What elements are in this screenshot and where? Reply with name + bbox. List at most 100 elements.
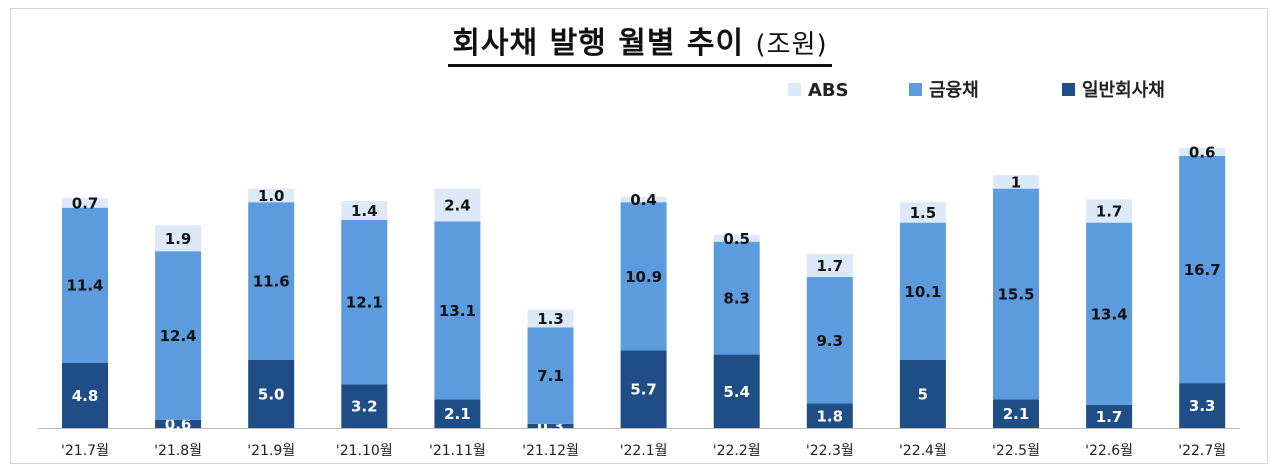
bar-abs-10	[993, 175, 1039, 189]
chart-unit: (조원)	[755, 30, 828, 60]
data-label-abs-11: 1.7	[1096, 203, 1123, 221]
x-tick-label-3: '21.10월	[336, 443, 393, 459]
bar-financial-4	[434, 221, 481, 400]
data-label-corporate-3: 3.2	[351, 398, 378, 416]
data-label-financial-1: 12.4	[160, 327, 197, 345]
x-tick-label-8: '22.3월	[806, 443, 854, 459]
x-tick-label-2: '21.9월	[247, 443, 295, 459]
data-label-abs-7: 0.5	[723, 230, 750, 248]
x-tick-label-1: '21.8월	[154, 443, 202, 459]
data-label-corporate-6: 5.7	[630, 381, 657, 399]
bar-abs-1	[155, 225, 202, 252]
bar-abs-7	[713, 234, 760, 242]
data-label-abs-12: 0.6	[1189, 143, 1216, 161]
bar-corporate-2	[248, 360, 295, 428]
bar-corporate-5	[527, 423, 574, 428]
bar-corporate-9	[899, 360, 946, 428]
bar-abs-4	[434, 188, 481, 222]
bar-abs-6	[620, 196, 667, 203]
data-label-abs-6: 0.4	[630, 191, 657, 209]
bar-corporate-4	[434, 399, 481, 428]
data-label-financial-11: 13.4	[1091, 305, 1128, 323]
data-label-abs-0: 0.7	[72, 194, 99, 212]
legend-label-2: 일반회사채	[1082, 80, 1165, 101]
x-tick-label-12: '22.7월	[1178, 443, 1226, 459]
data-label-corporate-10: 2.1	[1003, 405, 1030, 423]
x-tick-label-9: '22.4월	[899, 443, 947, 459]
bar-financial-0	[62, 207, 108, 363]
x-tick-label-4: '21.11월	[429, 443, 486, 459]
x-tick-label-11: '22.6월	[1085, 443, 1133, 459]
data-label-corporate-1: 0.6	[165, 415, 192, 433]
bar-abs-5	[527, 309, 574, 328]
bar-financial-7	[713, 241, 760, 355]
chart-title-wrap: 회사채 발행 월별 추이 (조원)	[0, 18, 1280, 67]
data-label-abs-4: 2.4	[444, 196, 471, 214]
legend-swatch-1	[909, 83, 922, 96]
data-label-corporate-4: 2.1	[444, 405, 471, 423]
bar-financial-1	[155, 251, 202, 420]
data-label-financial-2: 11.6	[253, 273, 290, 291]
data-label-abs-2: 1.0	[258, 187, 285, 205]
data-label-financial-8: 9.3	[817, 332, 844, 350]
bar-corporate-1	[155, 419, 202, 428]
data-label-financial-7: 8.3	[723, 290, 750, 308]
data-label-abs-9: 1.5	[910, 204, 937, 222]
data-label-abs-5: 1.3	[537, 310, 564, 328]
legend-label-0: ABS	[808, 80, 849, 101]
data-label-financial-0: 11.4	[66, 277, 103, 295]
x-tick-label-6: '22.1월	[620, 443, 668, 459]
bar-financial-10	[993, 188, 1039, 400]
bar-corporate-3	[341, 384, 388, 428]
bar-corporate-12	[1179, 383, 1226, 428]
x-tick-label-10: '22.5월	[992, 443, 1040, 459]
data-label-corporate-0: 4.8	[72, 387, 99, 405]
bar-corporate-11	[1086, 404, 1133, 428]
bar-financial-9	[899, 222, 946, 360]
bar-abs-0	[62, 198, 108, 208]
legend-swatch-0	[788, 83, 801, 96]
data-label-abs-10: 1	[1011, 173, 1021, 191]
x-tick-label-0: '21.7월	[61, 443, 109, 459]
data-label-abs-1: 1.9	[165, 230, 192, 248]
data-label-corporate-9: 5	[918, 386, 928, 404]
chart-title: 회사채 발행 월별 추이 (조원)	[448, 18, 832, 67]
x-tick-label-5: '21.12월	[522, 443, 579, 459]
data-label-corporate-8: 1.8	[817, 407, 844, 425]
data-label-financial-5: 7.1	[537, 367, 564, 385]
legend-label-1: 금융채	[929, 80, 979, 101]
data-label-financial-6: 10.9	[625, 268, 662, 286]
bar-corporate-10	[993, 399, 1039, 428]
data-label-financial-9: 10.1	[904, 283, 941, 301]
data-label-financial-10: 15.5	[997, 286, 1034, 304]
data-label-abs-3: 1.4	[351, 202, 378, 220]
data-label-corporate-12: 3.3	[1189, 397, 1216, 415]
data-label-financial-4: 13.1	[439, 302, 476, 320]
bar-abs-2	[248, 188, 295, 203]
bar-abs-12	[1179, 147, 1226, 156]
bar-abs-11	[1086, 199, 1133, 223]
legend-swatch-2	[1062, 83, 1075, 96]
bar-corporate-8	[806, 403, 853, 428]
data-label-corporate-11: 1.7	[1096, 408, 1123, 426]
chart-title-text: 회사채 발행 월별 추이	[452, 26, 745, 61]
bar-financial-8	[806, 277, 853, 404]
data-label-financial-12: 16.7	[1184, 261, 1221, 279]
bar-corporate-7	[713, 354, 760, 428]
data-label-corporate-2: 5.0	[258, 386, 285, 404]
bar-financial-2	[248, 202, 295, 360]
bar-financial-5	[527, 327, 574, 424]
data-label-abs-8: 1.7	[817, 257, 844, 275]
bar-financial-11	[1086, 222, 1133, 405]
bar-corporate-0	[62, 362, 108, 428]
bar-abs-8	[806, 253, 853, 278]
x-tick-label-7: '22.2월	[713, 443, 761, 459]
bar-corporate-6	[620, 350, 667, 428]
bar-abs-3	[341, 200, 388, 220]
bar-financial-12	[1179, 156, 1226, 384]
data-label-corporate-7: 5.4	[723, 383, 750, 401]
bar-financial-3	[341, 219, 388, 385]
bar-abs-9	[899, 202, 946, 223]
bar-financial-6	[620, 202, 667, 351]
